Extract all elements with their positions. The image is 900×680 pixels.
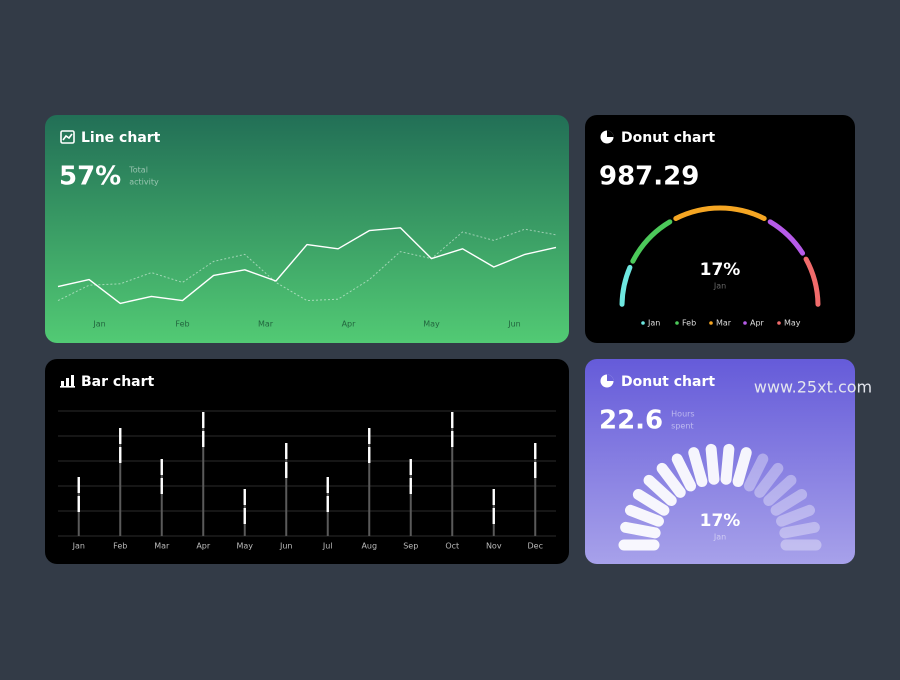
x-tick-label: Apr: [342, 320, 357, 329]
radial-bar: [643, 474, 677, 507]
legend-dot: [675, 321, 679, 325]
card-title: Bar chart: [81, 374, 155, 390]
kpi-value: 22.6: [599, 406, 663, 436]
radial-bar: [671, 453, 697, 492]
card-title: Donut chart: [621, 130, 715, 146]
kpi-caption: activity: [129, 178, 159, 187]
x-tick-label: Jun: [279, 542, 293, 551]
x-tick-label: Sep: [403, 542, 418, 551]
donut-segment: [673, 205, 767, 222]
kpi-value: 57%: [59, 162, 121, 192]
legend-dot: [709, 321, 713, 325]
card-title: Donut chart: [621, 374, 715, 390]
radial-bar: [732, 447, 752, 488]
x-tick-label: Apr: [196, 542, 211, 551]
x-tick-label: May: [236, 542, 253, 551]
line-series: [57, 228, 557, 302]
legend-label: Jan: [647, 319, 660, 328]
donut-segment: [619, 264, 633, 307]
x-tick-label: Feb: [113, 542, 127, 551]
x-tick-label: May: [423, 320, 440, 329]
watermark: www.25xt.com: [754, 378, 872, 397]
x-tick-label: Mar: [154, 542, 170, 551]
kpi-caption: Hours: [671, 410, 694, 419]
legend-dot: [777, 321, 781, 325]
line-card: [45, 115, 569, 343]
donut-card: [585, 115, 855, 343]
kpi-caption: Total: [128, 166, 148, 175]
x-tick-label: Aug: [361, 542, 377, 551]
line-icon: [60, 130, 75, 144]
x-tick-label: Jul: [322, 542, 333, 551]
legend-dot: [641, 321, 645, 325]
radial-bar: [656, 462, 686, 498]
line-series: [57, 227, 557, 305]
legend-label: Mar: [716, 319, 732, 328]
radial-bar: [754, 462, 784, 498]
card-title: Line chart: [81, 130, 161, 146]
radial-bar: [624, 504, 664, 527]
radial-bar: [705, 443, 720, 485]
x-tick-label: Jan: [72, 542, 85, 551]
pie-icon: [600, 374, 614, 388]
radial-bar: [743, 453, 769, 492]
radial-bar: [770, 488, 808, 516]
radial-bar: [720, 443, 735, 485]
radial-bar: [779, 521, 820, 539]
x-tick-label: Feb: [175, 320, 189, 329]
x-tick-label: Jan: [92, 320, 105, 329]
radial-bar: [776, 504, 816, 527]
center-value: 17%: [700, 511, 741, 531]
kpi-value: 987.29: [599, 162, 699, 192]
center-label: Jan: [713, 533, 726, 542]
radial-bar: [620, 521, 661, 539]
pie-icon: [600, 130, 614, 144]
bar-icon: [60, 375, 75, 388]
legend-label: Feb: [682, 319, 696, 328]
donut-segment: [630, 219, 673, 264]
x-tick-label: Jun: [507, 320, 521, 329]
radial-card: [585, 359, 855, 564]
legend-label: Apr: [750, 319, 765, 328]
legend-label: May: [784, 319, 801, 328]
x-tick-label: Nov: [486, 542, 502, 551]
radial-bar: [632, 488, 670, 516]
radial-bar: [763, 474, 797, 507]
legend-dot: [743, 321, 747, 325]
donut-segment: [767, 219, 806, 256]
center-label: Jan: [713, 282, 726, 291]
center-value: 17%: [700, 260, 741, 280]
radial-bar: [688, 447, 708, 488]
x-tick-label: Dec: [528, 542, 543, 551]
donut-segment: [803, 256, 821, 307]
x-tick-label: Mar: [258, 320, 274, 329]
kpi-caption: spent: [671, 422, 693, 431]
x-tick-label: Oct: [445, 542, 459, 551]
